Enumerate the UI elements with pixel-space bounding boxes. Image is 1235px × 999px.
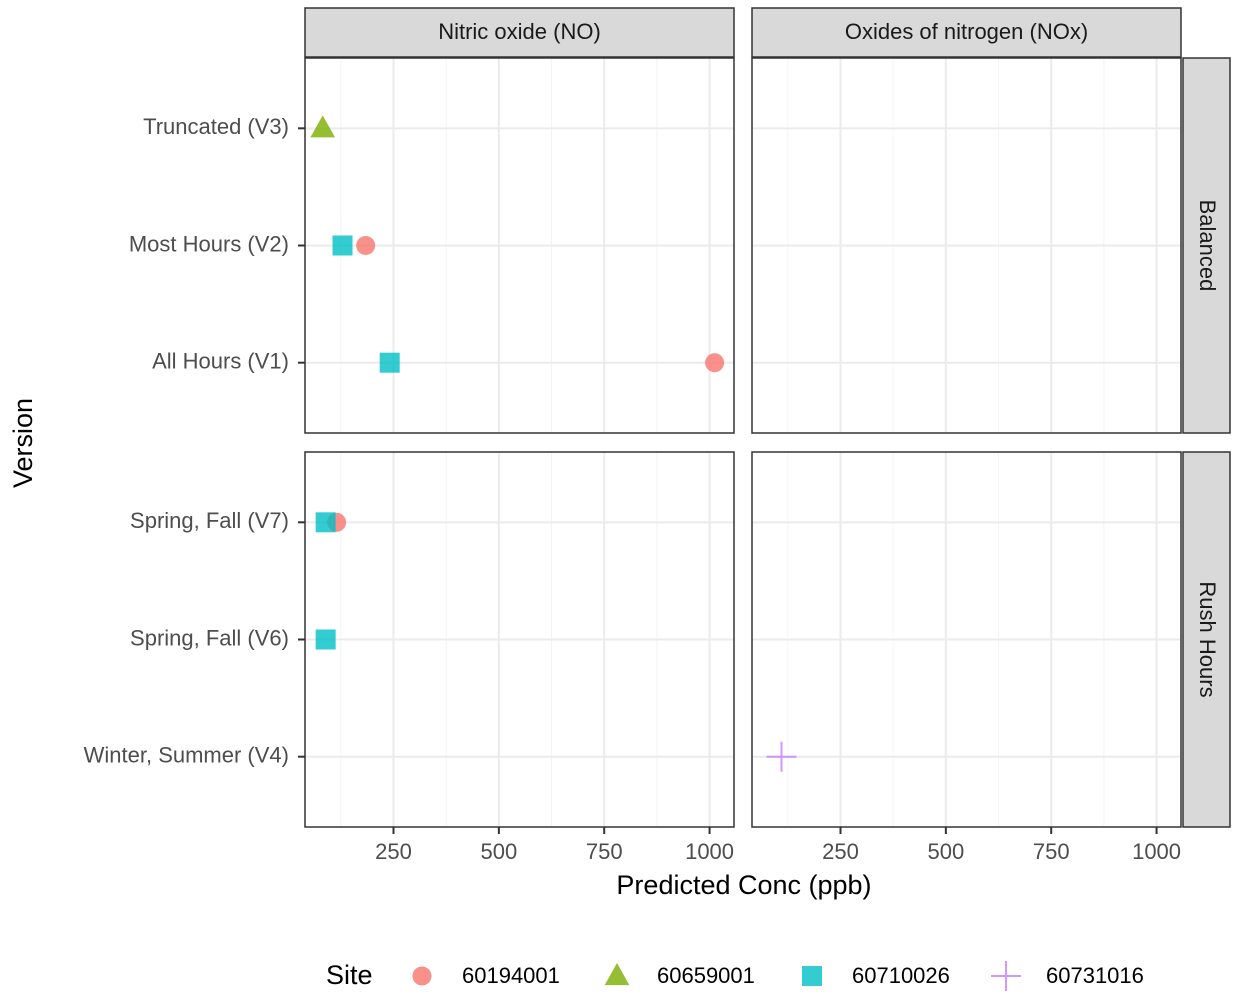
x-tick-label: 1000 xyxy=(685,839,734,864)
legend-label: 60659001 xyxy=(657,963,755,988)
x-tick-label: 500 xyxy=(927,839,964,864)
x-tick-label: 750 xyxy=(1033,839,1070,864)
panel-border xyxy=(751,451,1182,828)
y-axis-title: Version xyxy=(8,398,38,488)
y-tick-label: All Hours (V1) xyxy=(152,349,289,374)
legend-label: 60731016 xyxy=(1046,963,1144,988)
y-tick-label: Truncated (V3) xyxy=(143,114,289,139)
strip xyxy=(304,7,735,58)
point xyxy=(315,512,336,533)
legend-symbol xyxy=(412,966,432,986)
strip-label: Oxides of nitrogen (NOx) xyxy=(845,19,1088,44)
strip xyxy=(1182,451,1231,828)
y-tick-label: Spring, Fall (V6) xyxy=(130,625,289,650)
y-tick-label: Most Hours (V2) xyxy=(129,231,289,256)
point xyxy=(356,236,376,255)
panel-border xyxy=(751,57,1182,434)
legend-title: Site xyxy=(326,960,373,990)
legend-symbol xyxy=(991,961,1021,991)
strip-label: Nitric oxide (NO) xyxy=(438,19,601,44)
y-tick-label: Spring, Fall (V7) xyxy=(130,508,289,533)
point xyxy=(332,235,353,256)
x-tick-label: 750 xyxy=(586,839,623,864)
point xyxy=(310,115,336,138)
x-axis-title: Predicted Conc (ppb) xyxy=(616,870,871,900)
y-tick-label: Winter, Summer (V4) xyxy=(84,743,289,768)
legend-symbol xyxy=(802,966,822,986)
strip xyxy=(1182,57,1231,434)
legend-label: 60710026 xyxy=(852,963,950,988)
point xyxy=(315,629,336,650)
strip-label: Balanced xyxy=(1195,200,1220,292)
x-tick-label: 500 xyxy=(480,839,517,864)
strip xyxy=(751,7,1182,58)
x-tick-label: 250 xyxy=(375,839,412,864)
panel-border xyxy=(304,57,735,434)
x-tick-label: 250 xyxy=(822,839,859,864)
point xyxy=(705,353,725,373)
point xyxy=(379,352,400,373)
strip-label: Rush Hours xyxy=(1195,581,1220,697)
point xyxy=(766,741,797,772)
panel-border xyxy=(304,451,735,828)
x-tick-label: 1000 xyxy=(1132,839,1181,864)
legend-symbol xyxy=(604,963,630,986)
legend-label: 60194001 xyxy=(462,963,560,988)
